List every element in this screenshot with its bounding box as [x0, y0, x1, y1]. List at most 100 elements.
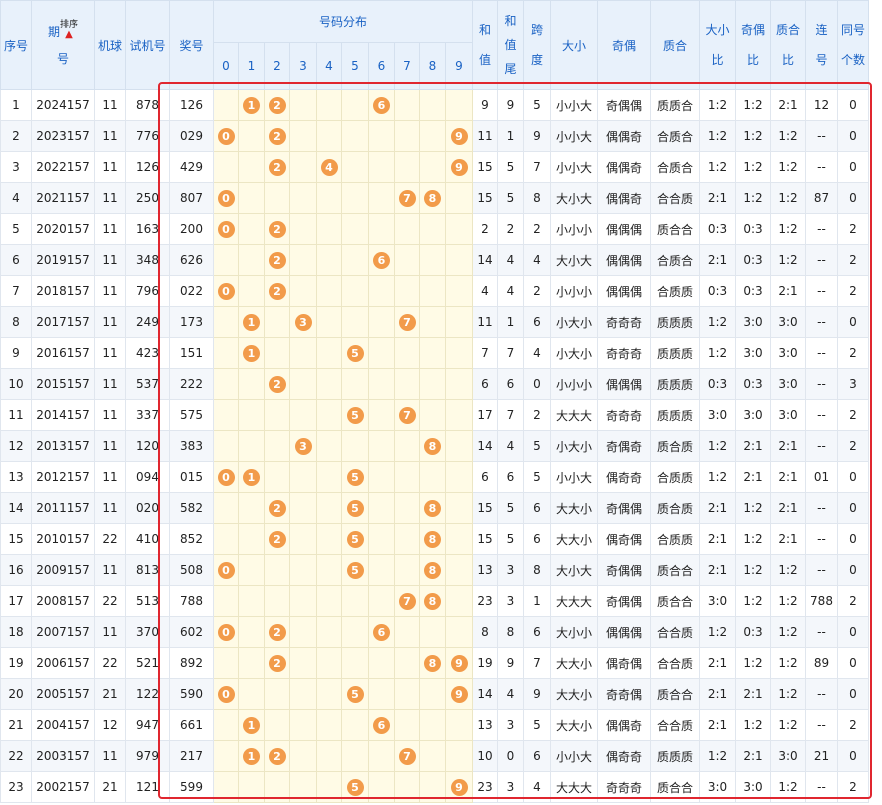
parity-cell: 奇奇奇: [597, 306, 651, 338]
size-cell: 大小大: [550, 182, 598, 214]
dist-cell-5: 5: [341, 492, 369, 524]
dist-cell-7: [394, 151, 420, 183]
same-count-cell: 2: [837, 430, 869, 462]
parity-ratio-cell: 2:1: [735, 740, 771, 772]
span-cell: 6: [523, 523, 551, 555]
period-cell: 2006157: [31, 647, 95, 679]
trial-cell: 337: [125, 399, 170, 431]
span-cell: 5: [523, 461, 551, 493]
trial-cell: 776: [125, 120, 170, 152]
digit-ball: 8: [424, 499, 441, 517]
dist-cell-5: 5: [341, 399, 369, 431]
table-row: 10 2015157 11 537 222 2 6 6 0 小小小 偶偶偶 质质质 0:3 0:3 3:0-…: [0, 368, 869, 400]
consec-cell: --: [805, 337, 838, 369]
dist-cell-3: [289, 554, 317, 586]
consec-cell: --: [805, 275, 838, 307]
dist-cell-2: [264, 399, 290, 431]
period-cell: 2023157: [31, 120, 95, 152]
prime-cell: 质合合: [650, 213, 700, 245]
col-prime-ratio-header: 质合比: [770, 0, 806, 90]
sum-cell: 15: [472, 182, 498, 214]
prime-ratio-cell: 2:1: [770, 89, 806, 121]
dist-cell-4: [316, 554, 342, 586]
dist-cell-4: [316, 492, 342, 524]
dist-cell-2: 2: [264, 244, 290, 276]
digit-ball: 1: [243, 716, 260, 734]
dist-cell-4: [316, 337, 342, 369]
dist-cell-1: [238, 647, 265, 679]
span-cell: 2: [523, 399, 551, 431]
dist-cell-7: [394, 461, 420, 493]
col-period-header[interactable]: 期排序 ▲ 号: [31, 0, 95, 90]
period-cell: 2022157: [31, 151, 95, 183]
trial-cell: 813: [125, 554, 170, 586]
dist-cell-4: [316, 461, 342, 493]
size-ratio-cell: 1:2: [699, 337, 736, 369]
prime-cell: 合质质: [650, 523, 700, 555]
seq-cell: 6: [0, 244, 32, 276]
consec-cell: 89: [805, 647, 838, 679]
dist-cell-6: [368, 120, 395, 152]
sum-cell: 14: [472, 244, 498, 276]
dist-cell-2: 2: [264, 275, 290, 307]
digit-header-4: 4: [316, 42, 342, 90]
dist-cell-5: [341, 709, 369, 741]
sum-cell: 4: [472, 275, 498, 307]
parity-cell: 偶奇偶: [597, 523, 651, 555]
span-cell: 5: [523, 430, 551, 462]
prime-cell: 合合质: [650, 647, 700, 679]
same-count-cell: 2: [837, 275, 869, 307]
period-cell: 2015157: [31, 368, 95, 400]
dist-cell-1: [238, 244, 265, 276]
same-count-cell: 0: [837, 461, 869, 493]
size-ratio-cell: 2:1: [699, 244, 736, 276]
period-cell: 2003157: [31, 740, 95, 772]
dist-cell-1: 1: [238, 709, 265, 741]
prime-cell: 合质合: [650, 120, 700, 152]
sum-cell: 9: [472, 89, 498, 121]
prime-ratio-cell: 1:2: [770, 120, 806, 152]
seq-cell: 7: [0, 275, 32, 307]
tail-cell: 6: [497, 461, 524, 493]
size-ratio-cell: 1:2: [699, 430, 736, 462]
span-cell: 5: [523, 709, 551, 741]
size-ratio-cell: 2:1: [699, 492, 736, 524]
tail-cell: 3: [497, 709, 524, 741]
dist-cell-1: [238, 151, 265, 183]
dist-cell-6: [368, 306, 395, 338]
table-row: 6 2019157 11 348 626 2 6 14 4 4 大小大 偶偶偶 合质合 2:1 0:3 1:2…: [0, 244, 869, 276]
dist-cell-7: 7: [394, 306, 420, 338]
size-cell: 小小小: [550, 213, 598, 245]
dist-cell-4: [316, 430, 342, 462]
prize-cell: 029: [169, 120, 214, 152]
period-cell: 2013157: [31, 430, 95, 462]
digit-header-2: 2: [264, 42, 290, 90]
dist-cell-5: 5: [341, 461, 369, 493]
table-row: 17 2008157 22 513 788 7 8 23 3 1 大大大 奇偶偶 质合合 3:0 1:2 1:…: [0, 585, 869, 617]
dist-cell-5: 5: [341, 337, 369, 369]
dist-cell-2: [264, 182, 290, 214]
prime-cell: 质质质: [650, 368, 700, 400]
size-cell: 小大小: [550, 337, 598, 369]
dist-cell-0: 0: [213, 616, 239, 648]
dist-cell-9: [445, 430, 473, 462]
table-row: 5 2020157 11 163 200 0 2 2 2 2 小小小 偶偶偶 质合合 0:3 0:3 1:2-…: [0, 213, 869, 245]
sort-button[interactable]: 排序 ▲: [60, 20, 79, 40]
seq-cell: 21: [0, 709, 32, 741]
sum-cell: 7: [472, 337, 498, 369]
trial-cell: 423: [125, 337, 170, 369]
tail-cell: 3: [497, 585, 524, 617]
parity-ratio-cell: 2:1: [735, 678, 771, 710]
table-row: 4 2021157 11 250 807 0 7 8 15 5 8 大小大 偶偶奇 合合质 2:1 1:2 1:…: [0, 182, 869, 214]
trial-cell: 370: [125, 616, 170, 648]
dist-cell-4: [316, 771, 342, 803]
dist-cell-3: [289, 275, 317, 307]
dist-cell-3: [289, 740, 317, 772]
same-count-cell: 0: [837, 306, 869, 338]
machine-cell: 22: [94, 647, 126, 679]
machine-cell: 11: [94, 740, 126, 772]
dist-cell-6: [368, 771, 395, 803]
digit-ball: 2: [268, 282, 286, 300]
span-cell: 6: [523, 740, 551, 772]
sum-cell: 13: [472, 709, 498, 741]
